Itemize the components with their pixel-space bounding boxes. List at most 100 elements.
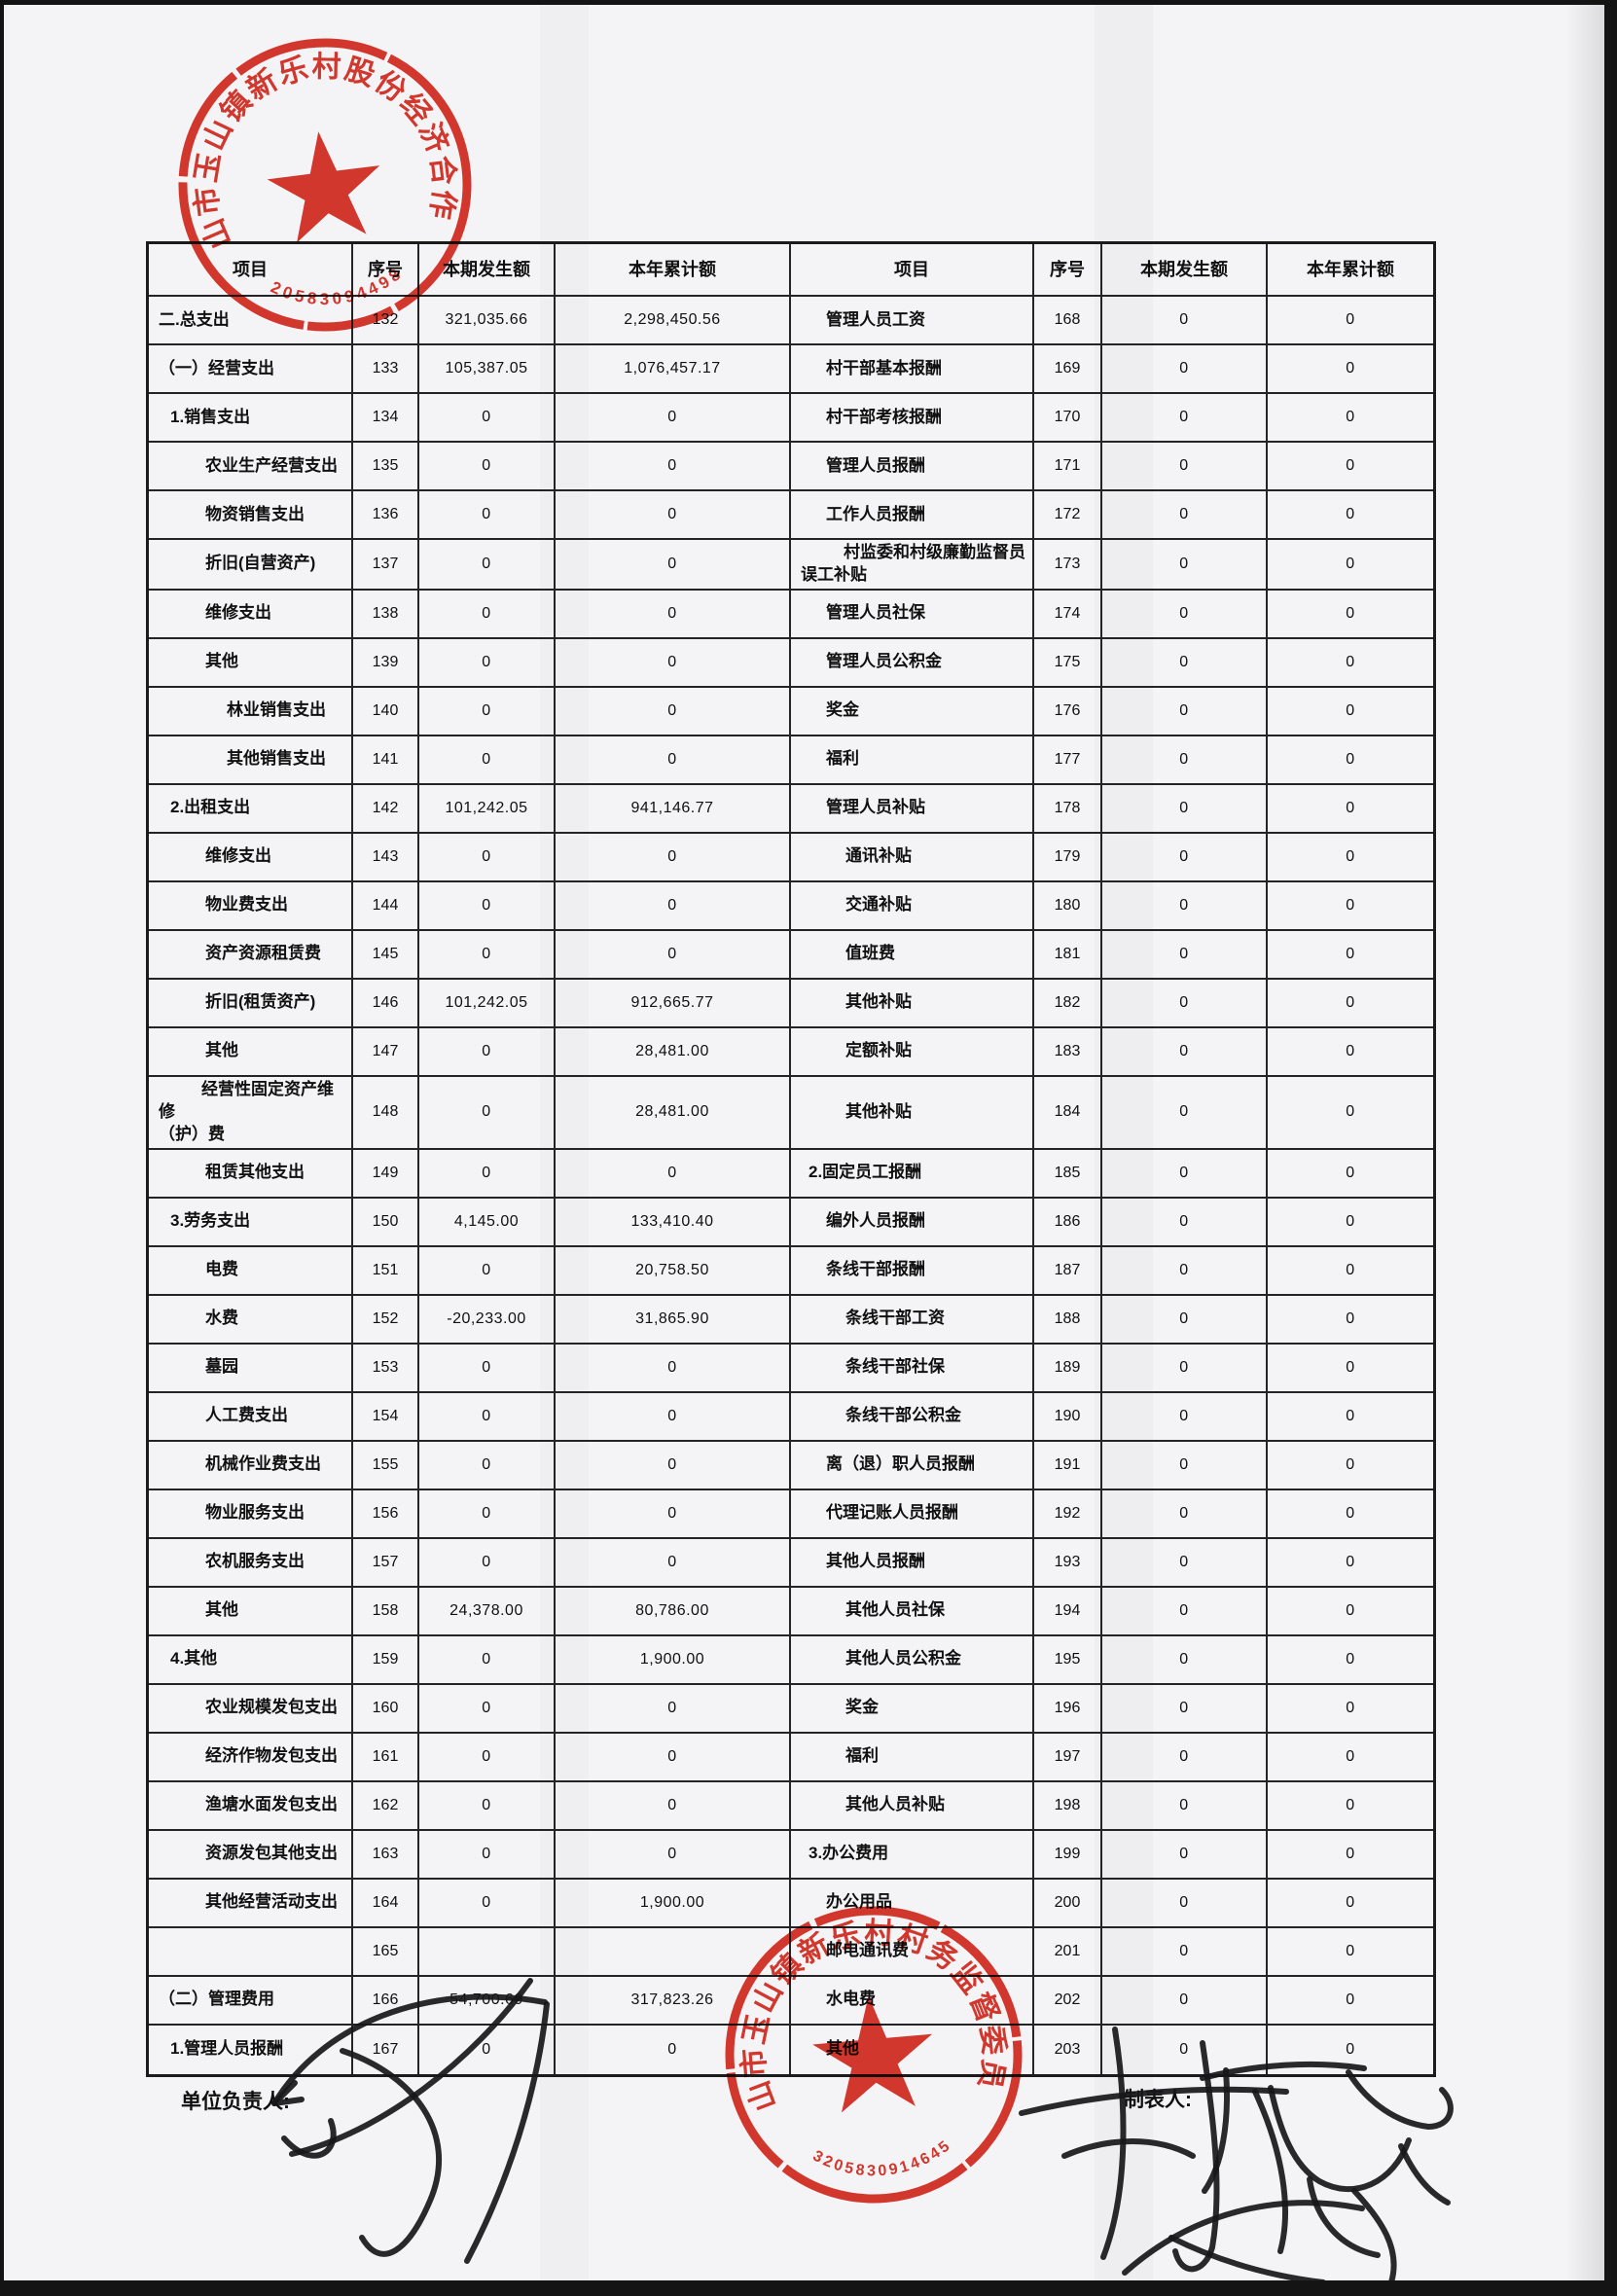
ytd-amount-cell-left: 0 [556,1781,791,1831]
item-cell-left: 折旧(自营资产) [149,540,353,591]
ytd-amount-cell-left: 1,900.00 [556,1635,791,1685]
current-amount-cell-left: 0 [419,1684,556,1734]
no-cell-right: 169 [1034,345,1102,394]
ytd-amount-cell-right: 0 [1268,980,1433,1028]
no-cell-right: 189 [1034,1344,1102,1393]
current-amount-cell-right: 0 [1102,1879,1268,1928]
item-cell-left: 其他 [149,1587,353,1636]
current-amount-cell-left: 0 [419,1027,556,1077]
item-cell-right: 编外人员报酬 [791,1198,1034,1247]
ytd-amount-cell-right: 0 [1268,1150,1433,1199]
current-amount-cell-right: 0 [1102,881,1268,931]
item-cell-right: 管理人员公积金 [791,638,1034,688]
no-cell-left: 151 [353,1246,419,1296]
expense-table: 项目 序号 本期发生额 本年累计额 项目 序号 本期发生额 本年累计额 二.总支… [146,241,1436,2077]
ytd-amount-cell-right: 0 [1268,1296,1433,1345]
current-amount-cell-right: 0 [1102,1538,1268,1588]
item-cell-right: 条线干部公积金 [791,1392,1034,1442]
item-cell-right: 条线干部社保 [791,1344,1034,1393]
current-amount-cell-right: 0 [1102,784,1268,834]
ytd-amount-cell-right: 0 [1268,931,1433,980]
no-cell-left: 144 [353,881,419,931]
column-header-current-left: 本期发生额 [419,244,556,297]
no-cell-right: 188 [1034,1295,1102,1345]
ytd-amount-cell-right: 0 [1268,1928,1433,1977]
item-cell-left: 租赁其他支出 [149,1149,353,1199]
no-cell-left: 156 [353,1489,419,1539]
no-cell-right: 171 [1034,443,1102,491]
item-cell-right: 通讯补贴 [791,833,1034,882]
no-cell-left: 167 [353,2025,419,2074]
ytd-amount-cell-left: 1,076,457.17 [556,345,791,394]
paper-edge-shadow [1565,0,1604,2296]
item-cell-right: 其他 [791,2025,1034,2074]
ytd-amount-cell-right: 0 [1268,540,1433,591]
ytd-amount-cell-right: 0 [1268,1077,1433,1150]
item-cell-left: 机械作业费支出 [149,1441,353,1490]
no-cell-left: 163 [353,1830,419,1880]
current-amount-cell-left: 0 [419,1733,556,1782]
no-cell-right: 181 [1034,930,1102,980]
ytd-amount-cell-left: 0 [556,687,791,736]
item-cell-left: 维修支出 [149,590,353,639]
item-cell-left: 物业费支出 [149,881,353,931]
item-cell-right: 福利 [791,1733,1034,1782]
current-amount-cell-right: 0 [1102,687,1268,736]
ytd-amount-cell-left: 0 [556,1733,791,1782]
column-header-ytd-right: 本年累计额 [1268,244,1433,297]
current-amount-cell-right: 0 [1102,735,1268,785]
current-amount-cell-right: 0 [1102,1392,1268,1442]
no-cell-right: 196 [1034,1684,1102,1734]
no-cell-left: 155 [353,1441,419,1490]
ytd-amount-cell-right: 0 [1268,1685,1433,1734]
item-cell-right: 其他补贴 [791,1076,1034,1150]
scan-edge-bottom [0,2280,1617,2296]
no-cell-right: 180 [1034,881,1102,931]
current-amount-cell-right: 0 [1102,1198,1268,1247]
ytd-amount-cell-left: 0 [556,1441,791,1490]
ytd-amount-cell-left: 0 [556,540,791,591]
current-amount-cell-left: -20,233.00 [419,1295,556,1345]
no-cell-right: 176 [1034,687,1102,736]
ytd-amount-cell-left: 80,786.00 [556,1587,791,1636]
ytd-amount-cell-right: 0 [1268,1734,1433,1782]
no-cell-left: 161 [353,1733,419,1782]
item-cell-left: 其他 [149,1027,353,1077]
no-cell-left: 158 [353,1587,419,1636]
item-cell-left: 维修支出 [149,833,353,882]
no-cell-left: 143 [353,833,419,882]
item-cell-right: 奖金 [791,1684,1034,1734]
current-amount-cell-left: 101,242.05 [419,979,556,1028]
ytd-amount-cell-left: 912,665.77 [556,979,791,1028]
current-amount-cell-left: 105,387.05 [419,345,556,394]
no-cell-right: 172 [1034,491,1102,540]
ytd-amount-cell-left: 0 [556,735,791,785]
item-cell-left: 墓园 [149,1344,353,1393]
ytd-amount-cell-right: 0 [1268,1636,1433,1685]
current-amount-cell-right: 0 [1102,1149,1268,1199]
no-cell-right: 191 [1034,1441,1102,1490]
svg-text:昆山市玉山镇新乐村股份经济合作社: 昆山市玉山镇新乐村股份经济合作社 [156,16,466,259]
no-cell-left: 134 [353,394,419,443]
item-cell-right: 管理人员补贴 [791,784,1034,834]
ytd-amount-cell-left: 317,823.26 [556,1976,791,2026]
current-amount-cell-right: 0 [1102,1733,1268,1782]
item-cell-right: 定额补贴 [791,1027,1034,1077]
item-cell-left: 资源发包其他支出 [149,1830,353,1880]
no-cell-right: 179 [1034,833,1102,882]
no-cell-left: 140 [353,687,419,736]
no-cell-right: 173 [1034,540,1102,591]
ytd-amount-cell-right: 0 [1268,1028,1433,1077]
ytd-amount-cell-left: 0 [556,590,791,639]
ytd-amount-cell-left: 0 [556,394,791,443]
ytd-amount-cell-right: 0 [1268,882,1433,931]
ytd-amount-cell-left: 2,298,450.56 [556,297,791,345]
item-cell-left: 二.总支出 [149,297,353,345]
item-cell-right: 其他人员报酬 [791,1538,1034,1588]
no-cell-left: 138 [353,590,419,639]
current-amount-cell-left: 0 [419,590,556,639]
no-cell-left: 135 [353,443,419,491]
ytd-amount-cell-right: 0 [1268,1199,1433,1247]
current-amount-cell-right: 0 [1102,540,1268,591]
current-amount-cell-left: 0 [419,1246,556,1296]
